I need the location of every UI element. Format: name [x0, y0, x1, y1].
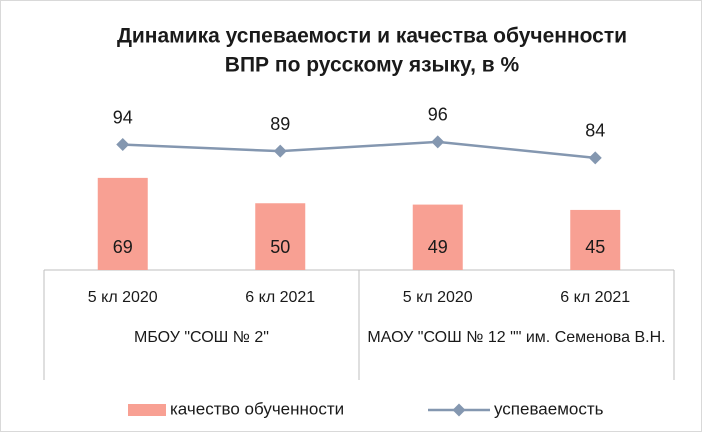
group-label: МАОУ "СОШ № 12 "" им. Семенова В.Н. [367, 329, 666, 346]
bar [97, 177, 148, 270]
chart-title: Динамика успеваемости и качества обученн… [117, 25, 627, 48]
x-tick-label: 5 кл 2020 [88, 289, 158, 306]
line-marker [431, 135, 445, 149]
group-label: МБОУ "СОШ № 2" [134, 329, 269, 346]
bar-value-label: 50 [270, 237, 290, 257]
x-tick-label: 5 кл 2020 [403, 289, 473, 306]
bar-value-label: 69 [113, 237, 133, 257]
bar-value-label: 49 [428, 237, 448, 257]
x-tick-label: 6 кл 2021 [560, 289, 630, 306]
legend-marker [452, 403, 466, 417]
line-value-label: 89 [270, 114, 290, 134]
line [122, 140, 596, 160]
chart-title: ВПР по русскому языку, в % [225, 54, 520, 77]
line-marker [116, 138, 130, 152]
bar [570, 209, 621, 270]
line-marker [588, 151, 602, 165]
legend-swatch [128, 404, 166, 416]
line-value-label: 84 [585, 121, 605, 141]
line-value-label: 96 [428, 105, 448, 125]
bar [412, 204, 463, 270]
legend-label: успеваемость [494, 399, 604, 418]
line-marker [273, 144, 287, 158]
bar-value-label: 45 [585, 237, 605, 257]
x-tick-label: 6 кл 2021 [245, 289, 315, 306]
line-value-label: 94 [113, 107, 133, 127]
bar [255, 203, 306, 270]
legend-label: качество обученности [170, 399, 344, 418]
